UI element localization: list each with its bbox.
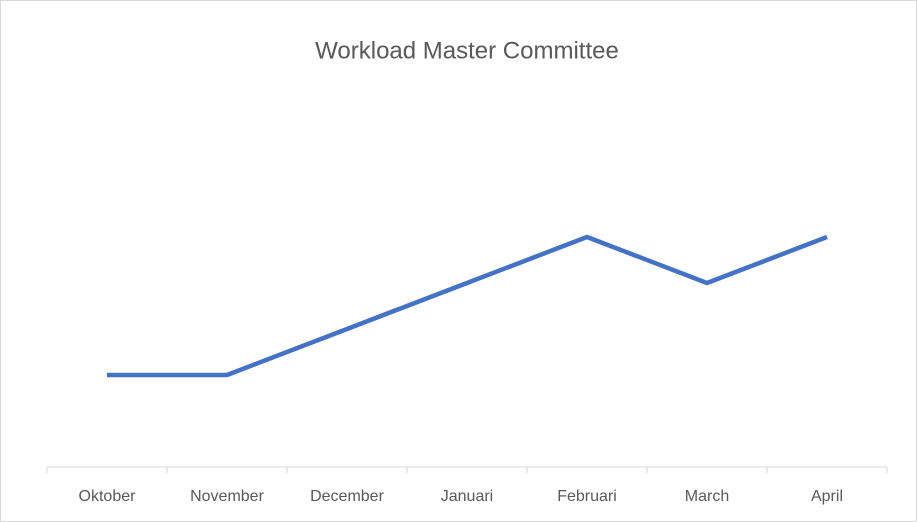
x-tick-label: November: [190, 488, 264, 505]
chart-title: Workload Master Committee: [315, 37, 619, 64]
x-tick-label: April: [811, 488, 843, 505]
line-series: [107, 234, 828, 378]
x-tick-label: March: [685, 488, 729, 505]
x-tick-label: Januari: [441, 488, 493, 505]
x-tick-label: Oktober: [79, 488, 137, 505]
x-tick-label: December: [310, 488, 384, 505]
x-tick-label: Februari: [557, 488, 617, 505]
